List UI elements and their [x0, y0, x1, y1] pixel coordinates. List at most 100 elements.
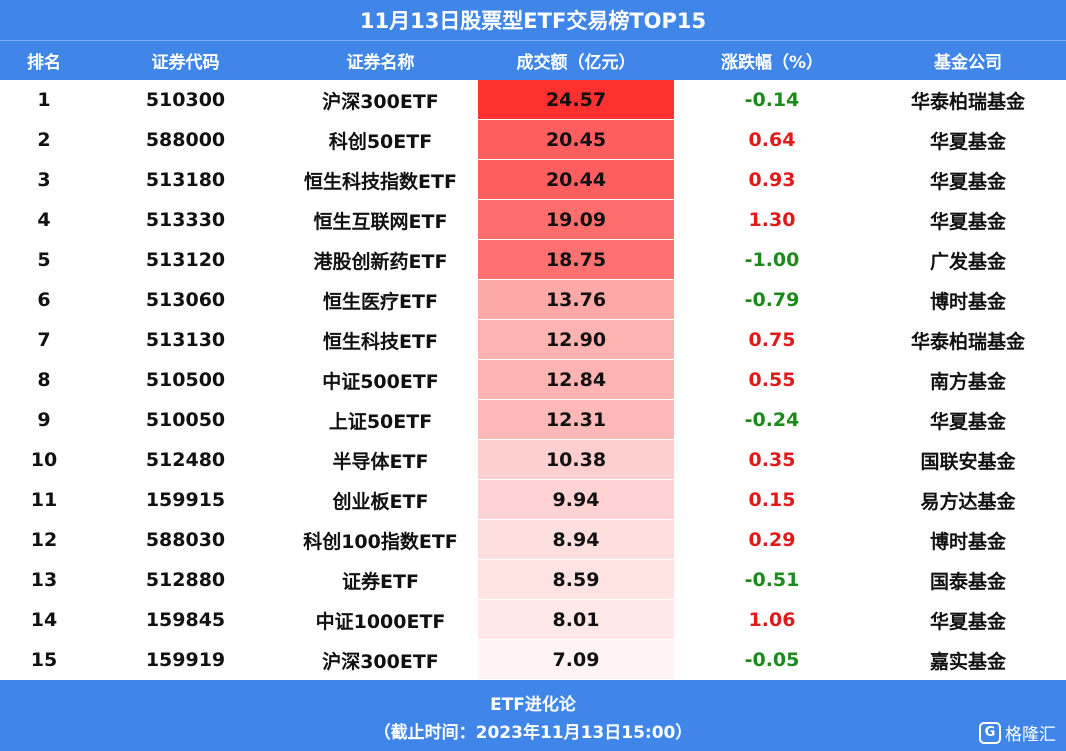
rank-cell: 13	[30, 569, 58, 591]
code-cell: 513330	[145, 209, 226, 231]
rank-cell: 7	[37, 329, 51, 351]
table-row: 6 513060 恒生医疗ETF 13.76 -0.79 博时基金	[0, 280, 1066, 320]
change-cell: 0.15	[748, 489, 796, 511]
rank-cell: 12	[30, 529, 58, 551]
change-cell: -1.00	[744, 249, 800, 271]
change-cell: -0.24	[744, 409, 800, 431]
footer-source: ETF进化论	[490, 695, 576, 715]
change-cell: 1.06	[748, 609, 796, 631]
table-row: 12 588030 科创100指数ETF 8.94 0.29 博时基金	[0, 520, 1066, 560]
rank-cell: 11	[30, 489, 58, 511]
code-cell: 588030	[145, 529, 226, 551]
code-cell: 513180	[145, 169, 226, 191]
change-cell: 0.29	[748, 529, 796, 551]
name-cell: 恒生科技ETF	[323, 330, 438, 353]
company-cell: 华夏基金	[929, 130, 1006, 153]
code-cell: 512480	[145, 449, 226, 471]
name-cell: 沪深300ETF	[322, 90, 439, 113]
name-cell: 证券ETF	[342, 570, 419, 593]
name-cell: 恒生科技指数ETF	[304, 170, 457, 193]
table-row: 7 513130 恒生科技ETF 12.90 0.75 华泰柏瑞基金	[0, 320, 1066, 360]
code-cell: 510050	[145, 409, 226, 431]
header-code: 证券代码	[151, 53, 220, 73]
table-row: 13 512880 证券ETF 8.59 -0.51 国泰基金	[0, 560, 1066, 600]
table-row: 2 588000 科创50ETF 20.45 0.64 华夏基金	[0, 120, 1066, 160]
footer: ETF进化论 （截止时间：2023年11月13日15:00） G 格隆汇	[0, 680, 1066, 751]
name-cell: 中证500ETF	[322, 370, 439, 393]
volume-cell: 19.09	[478, 200, 674, 240]
g-logo-icon: G	[979, 721, 1001, 744]
rank-cell: 15	[30, 649, 58, 671]
rank-cell: 4	[37, 209, 51, 231]
header-volume: 成交额（亿元）	[516, 53, 636, 73]
company-cell: 广发基金	[929, 250, 1006, 273]
volume-cell: 12.90	[478, 320, 674, 360]
company-cell: 华夏基金	[929, 170, 1006, 193]
name-cell: 半导体ETF	[332, 450, 429, 473]
rank-cell: 8	[37, 369, 51, 391]
company-cell: 博时基金	[929, 290, 1006, 313]
name-cell: 科创50ETF	[328, 130, 433, 153]
header-change: 涨跌幅（%）	[720, 53, 824, 73]
table-row: 9 510050 上证50ETF 12.31 -0.24 华夏基金	[0, 400, 1066, 440]
table-title: 11月13日股票型ETF交易榜TOP15	[0, 0, 1066, 40]
code-cell: 159845	[145, 609, 226, 631]
name-cell: 中证1000ETF	[315, 610, 446, 633]
change-cell: 0.64	[748, 129, 796, 151]
change-cell: 0.55	[748, 369, 796, 391]
company-cell: 嘉实基金	[929, 650, 1006, 673]
table-body: 1 510300 沪深300ETF 24.57 -0.14 华泰柏瑞基金 2 588000 科创…	[0, 80, 1066, 680]
change-cell: -0.79	[744, 289, 800, 311]
change-cell: -0.05	[744, 649, 800, 671]
volume-cell: 10.38	[478, 440, 674, 480]
volume-cell: 7.09	[478, 640, 674, 680]
change-cell: -0.51	[744, 569, 800, 591]
change-cell: 1.30	[748, 209, 796, 231]
table-header: 排名 证券代码 证券名称 成交额（亿元） 涨跌幅（%） 基金公司	[0, 40, 1066, 80]
volume-cell: 8.59	[478, 560, 674, 600]
company-cell: 南方基金	[929, 370, 1006, 393]
volume-cell: 8.94	[478, 520, 674, 560]
rank-cell: 6	[37, 289, 51, 311]
name-cell: 恒生医疗ETF	[323, 290, 438, 313]
name-cell: 恒生互联网ETF	[313, 210, 448, 233]
header-name: 证券名称	[346, 53, 415, 73]
rank-cell: 1	[37, 89, 51, 111]
logo-text: 格隆汇	[1005, 725, 1056, 745]
table-row: 5 513120 港股创新药ETF 18.75 -1.00 广发基金	[0, 240, 1066, 280]
volume-cell: 24.57	[478, 80, 674, 120]
volume-cell: 12.84	[478, 360, 674, 400]
rank-cell: 3	[37, 169, 51, 191]
rank-cell: 2	[37, 129, 51, 151]
company-cell: 国泰基金	[929, 570, 1006, 593]
code-cell: 513130	[145, 329, 226, 351]
name-cell: 上证50ETF	[328, 410, 433, 433]
company-cell: 国联安基金	[920, 450, 1016, 473]
change-cell: 0.75	[748, 329, 796, 351]
brand-logo: G 格隆汇	[979, 720, 1056, 745]
code-cell: 510300	[145, 89, 226, 111]
code-cell: 159915	[145, 489, 226, 511]
footer-cutoff: （截止时间：2023年11月13日15:00）	[373, 723, 693, 743]
company-cell: 易方达基金	[920, 490, 1016, 513]
company-cell: 华夏基金	[929, 610, 1006, 633]
code-cell: 513120	[145, 249, 226, 271]
rank-cell: 10	[30, 449, 58, 471]
volume-cell: 18.75	[478, 240, 674, 280]
volume-cell: 20.44	[478, 160, 674, 200]
company-cell: 博时基金	[929, 530, 1006, 553]
name-cell: 科创100指数ETF	[303, 530, 458, 553]
change-cell: -0.14	[744, 89, 800, 111]
table-row: 1 510300 沪深300ETF 24.57 -0.14 华泰柏瑞基金	[0, 80, 1066, 120]
rank-cell: 5	[37, 249, 51, 271]
table-row: 11 159915 创业板ETF 9.94 0.15 易方达基金	[0, 480, 1066, 520]
code-cell: 512880	[145, 569, 226, 591]
table-row: 4 513330 恒生互联网ETF 19.09 1.30 华夏基金	[0, 200, 1066, 240]
table-row: 8 510500 中证500ETF 12.84 0.55 南方基金	[0, 360, 1066, 400]
header-company: 基金公司	[934, 53, 1002, 73]
table-row: 10 512480 半导体ETF 10.38 0.35 国联安基金	[0, 440, 1066, 480]
code-cell: 510500	[145, 369, 226, 391]
code-cell: 159919	[145, 649, 226, 671]
company-cell: 华泰柏瑞基金	[910, 330, 1025, 353]
rank-cell: 9	[37, 409, 51, 431]
